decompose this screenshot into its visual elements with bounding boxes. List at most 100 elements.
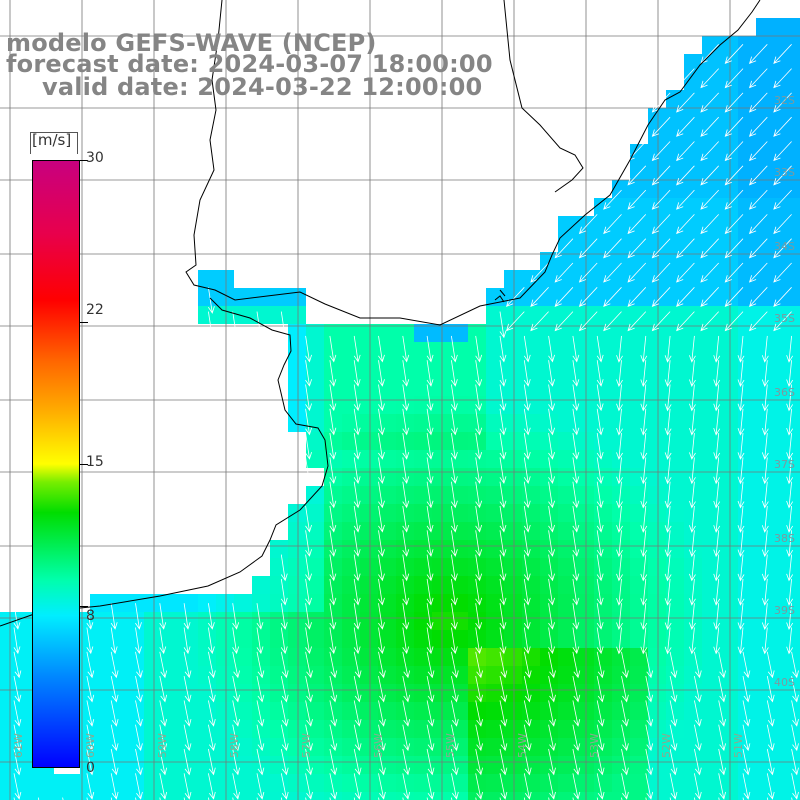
wind-arrow	[718, 651, 726, 679]
wind-arrow	[523, 554, 531, 582]
wind-arrow	[13, 700, 22, 727]
field-cell	[432, 522, 450, 540]
field-cell	[756, 18, 774, 36]
field-cell	[414, 792, 432, 800]
wind-arrow	[280, 578, 288, 606]
field-cell	[720, 594, 738, 612]
field-cell	[576, 738, 594, 756]
field-cell	[756, 612, 774, 630]
wind-arrow	[475, 457, 483, 485]
field-cell	[774, 162, 792, 180]
field-cell	[270, 630, 288, 648]
field-cell	[738, 756, 756, 774]
field-cell	[738, 270, 756, 288]
field-cell	[126, 702, 144, 720]
field-cell	[468, 792, 486, 800]
field-cell	[594, 522, 612, 540]
wind-arrow	[475, 578, 483, 606]
tick-mark-8	[80, 606, 88, 607]
wind-arrow	[523, 724, 532, 752]
field-cell	[522, 450, 540, 468]
field-cell	[98, 756, 118, 774]
longitude-label: 58W	[228, 733, 241, 758]
wind-arrow	[353, 748, 362, 776]
wind-arrow	[791, 651, 799, 679]
wind-arrow	[621, 700, 629, 727]
wind-arrow	[426, 360, 434, 387]
wind-arrow	[761, 627, 769, 655]
field-cell	[576, 396, 594, 414]
field-cell	[486, 522, 504, 540]
field-cell	[738, 90, 756, 108]
field-cell	[558, 522, 576, 540]
field-cell	[0, 720, 18, 738]
field-cell	[396, 648, 414, 666]
field-cell	[558, 414, 576, 432]
field-cell	[450, 738, 468, 756]
wind-arrow	[640, 457, 648, 485]
wind-arrow	[724, 287, 744, 307]
field-cell	[342, 666, 360, 684]
field-cell	[180, 612, 198, 630]
forecast-date: forecast date: 2024-03-07 18:00:00	[6, 50, 493, 78]
wind-arrow	[232, 311, 240, 339]
field-cell	[504, 486, 522, 504]
field-cell	[666, 234, 684, 252]
field-cell	[198, 792, 216, 800]
field-cell	[360, 702, 378, 720]
wind-arrow	[475, 627, 483, 655]
wind-arrow	[426, 481, 434, 509]
field-cell	[216, 756, 234, 774]
field-cell	[468, 540, 486, 558]
wind-arrow	[748, 92, 768, 113]
tick-label-30: 30	[86, 150, 104, 166]
wind-arrow	[572, 748, 581, 776]
field-cell	[648, 108, 666, 126]
wind-arrow	[737, 408, 745, 436]
wind-arrow	[548, 360, 555, 387]
field-cell	[594, 324, 612, 342]
wind-arrow	[786, 505, 794, 533]
field-cell	[360, 522, 378, 540]
wind-arrow	[689, 530, 696, 558]
field-cell	[450, 504, 468, 522]
field-cell	[432, 540, 450, 558]
field-cell	[450, 540, 468, 558]
wind-arrow	[475, 700, 483, 727]
wind-arrow	[664, 384, 672, 412]
field-cell	[738, 648, 756, 666]
wind-arrow	[616, 360, 623, 388]
field-cell	[594, 630, 612, 648]
field-cell	[432, 360, 450, 378]
wind-arrow	[378, 651, 386, 679]
field-cell	[252, 576, 270, 594]
wind-arrow	[596, 748, 605, 776]
wind-arrow	[737, 554, 745, 582]
field-cell	[360, 558, 378, 576]
field-cell	[270, 738, 288, 756]
wind-arrow	[786, 384, 794, 412]
field-cell	[756, 144, 774, 162]
field-cell	[702, 378, 720, 396]
wind-arrow	[616, 603, 623, 631]
wind-arrow	[640, 335, 648, 363]
field-cell	[756, 252, 774, 270]
field-cell	[522, 486, 540, 504]
field-cell	[594, 432, 612, 450]
field-cell	[270, 756, 288, 774]
field-cell	[342, 504, 360, 522]
field-cell	[18, 648, 36, 666]
field-cell	[576, 234, 594, 252]
field-cell	[18, 756, 36, 774]
field-cell	[630, 288, 648, 306]
wind-arrow	[627, 214, 647, 235]
wind-arrow	[713, 408, 721, 436]
wind-arrow	[402, 433, 410, 460]
field-cell	[576, 630, 594, 648]
field-cell	[504, 684, 522, 702]
field-cell	[252, 774, 270, 792]
field-cell	[504, 324, 522, 342]
field-cell	[774, 360, 792, 378]
field-cell	[198, 774, 216, 792]
wind-arrow	[651, 189, 671, 210]
